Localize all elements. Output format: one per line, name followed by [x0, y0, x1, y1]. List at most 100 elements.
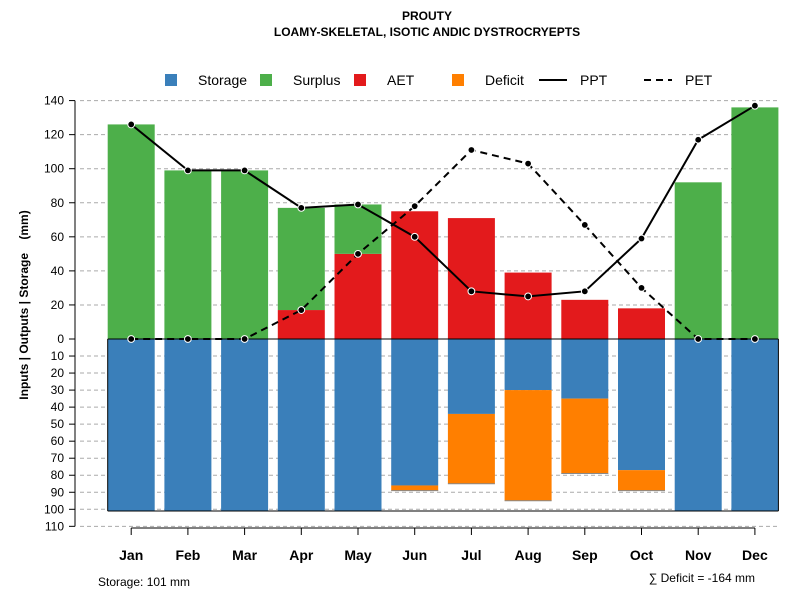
pet-point-sep	[580, 220, 589, 229]
legend-item-deficit: Deficit	[452, 72, 524, 88]
legend-swatch	[354, 74, 366, 86]
surplus-bar-jan	[107, 124, 155, 339]
pet-point-aug	[524, 159, 532, 168]
y-tick-label: 100	[44, 162, 64, 176]
x-tick-label-feb: Feb	[175, 547, 200, 563]
y-tick-label: 80	[51, 196, 65, 210]
x-tick-label-dec: Dec	[742, 547, 768, 563]
y-tick-label: 10	[51, 349, 65, 363]
legend-item-ppt: PPT	[539, 72, 608, 88]
series-lines	[127, 101, 759, 343]
legend-label: PET	[685, 72, 713, 88]
y-tick-label: 120	[44, 128, 64, 142]
legend-swatch	[452, 74, 464, 86]
chart-title: PROUTY	[402, 9, 452, 23]
x-tick-label-oct: Oct	[630, 547, 654, 563]
ppt-point-nov	[694, 135, 703, 144]
pet-point-feb	[184, 335, 192, 343]
ppt-point-may	[354, 200, 362, 209]
pet-point-mar	[240, 335, 249, 343]
storage-bar-feb	[164, 339, 212, 512]
x-tick-label-apr: Apr	[289, 547, 314, 563]
x-tick-label-aug: Aug	[514, 547, 541, 563]
pet-point-apr	[297, 306, 306, 314]
y-tick-label: 110	[45, 519, 64, 533]
pet-point-dec	[751, 335, 759, 343]
legend-item-storage: Storage	[165, 72, 247, 88]
legend-item-pet: PET	[644, 72, 713, 88]
aet-bar-aug	[504, 272, 552, 339]
x-tick-label-mar: Mar	[232, 547, 257, 563]
y-tick-label: 100	[44, 502, 64, 516]
legend-label: Surplus	[293, 72, 340, 88]
surplus-bar-mar	[221, 170, 269, 339]
legend-swatch	[165, 74, 177, 86]
y-tick-label: 20	[51, 298, 65, 312]
aet-bar-oct	[618, 308, 665, 339]
legend-label: AET	[387, 72, 415, 88]
storage-bar-apr	[277, 339, 325, 512]
surplus-bar-apr	[277, 207, 325, 311]
storage-bar-dec	[731, 339, 779, 512]
storage-bar-jan	[107, 339, 155, 512]
y-tick-label: 60	[51, 434, 65, 448]
ppt-point-mar	[240, 166, 249, 175]
storage-bar-sep	[561, 339, 609, 399]
x-tick-label-may: May	[344, 547, 371, 563]
storage-bar-mar	[221, 339, 269, 512]
ppt-point-aug	[524, 292, 532, 301]
aet-bar-apr	[277, 310, 325, 339]
surplus-bar-nov	[674, 182, 722, 339]
storage-bar-jul	[447, 339, 495, 414]
y-tick-label: 60	[51, 230, 65, 244]
aet-bar-jun	[391, 211, 439, 339]
pet-point-jul	[467, 146, 476, 154]
axes: 0 20 40 60 80 100 120 140 10 20 30 40 50 60 70 80 90 100 1…	[44, 94, 768, 563]
x-tick-label-jan: Jan	[119, 547, 143, 563]
y-tick-label: 40	[51, 264, 65, 278]
x-tick-label-sep: Sep	[572, 547, 598, 563]
ppt-point-oct	[637, 234, 646, 243]
pet-point-nov	[694, 335, 703, 343]
storage-footnote: Storage: 101 mm	[98, 575, 190, 589]
pet-point-oct	[637, 284, 646, 292]
y-tick-label: 50	[51, 417, 65, 431]
ppt-point-jan	[127, 120, 136, 129]
legend-swatch	[260, 74, 272, 86]
bars	[107, 107, 779, 512]
aet-bar-may	[334, 253, 382, 339]
pet-line	[131, 148, 755, 340]
storage-bar-oct	[618, 339, 665, 471]
pet-point-jan	[127, 335, 136, 343]
y-axis-label: Inputs | Outputs | Storage (mm)	[17, 210, 31, 399]
x-tick-label-jul: Jul	[461, 547, 481, 563]
y-tick-label: 20	[51, 366, 65, 380]
deficit-bar-jul	[447, 413, 495, 484]
y-tick-label: 0	[57, 332, 64, 346]
surplus-bar-feb	[164, 170, 212, 339]
deficit-bar-oct	[618, 470, 665, 491]
ppt-point-jun	[410, 232, 419, 241]
storage-bar-aug	[504, 339, 552, 391]
legend-item-surplus: Surplus	[260, 72, 340, 88]
aet-bar-sep	[561, 299, 609, 339]
deficit-bar-aug	[504, 390, 552, 501]
pet-point-may	[354, 249, 362, 258]
legend-label: PPT	[580, 72, 608, 88]
legend-item-aet: AET	[354, 72, 415, 88]
ppt-line	[130, 104, 756, 298]
storage-bar-may	[334, 339, 382, 512]
y-tick-label: 30	[51, 383, 65, 397]
y-tick-label: 70	[51, 451, 65, 465]
legend-label: Deficit	[485, 72, 524, 88]
chart-subtitle: LOAMY-SKELETAL, ISOTIC ANDIC DYSTROCRYEP…	[274, 25, 580, 39]
aet-bar-jul	[447, 218, 495, 339]
ppt-point-jul	[467, 287, 476, 296]
x-tick-label-jun: Jun	[402, 547, 427, 563]
deficit-bar-sep	[561, 398, 609, 474]
ppt-point-sep	[580, 287, 589, 296]
y-tick-label: 40	[51, 400, 65, 414]
ppt-point-apr	[297, 203, 306, 212]
y-tick-label: 140	[44, 94, 64, 108]
